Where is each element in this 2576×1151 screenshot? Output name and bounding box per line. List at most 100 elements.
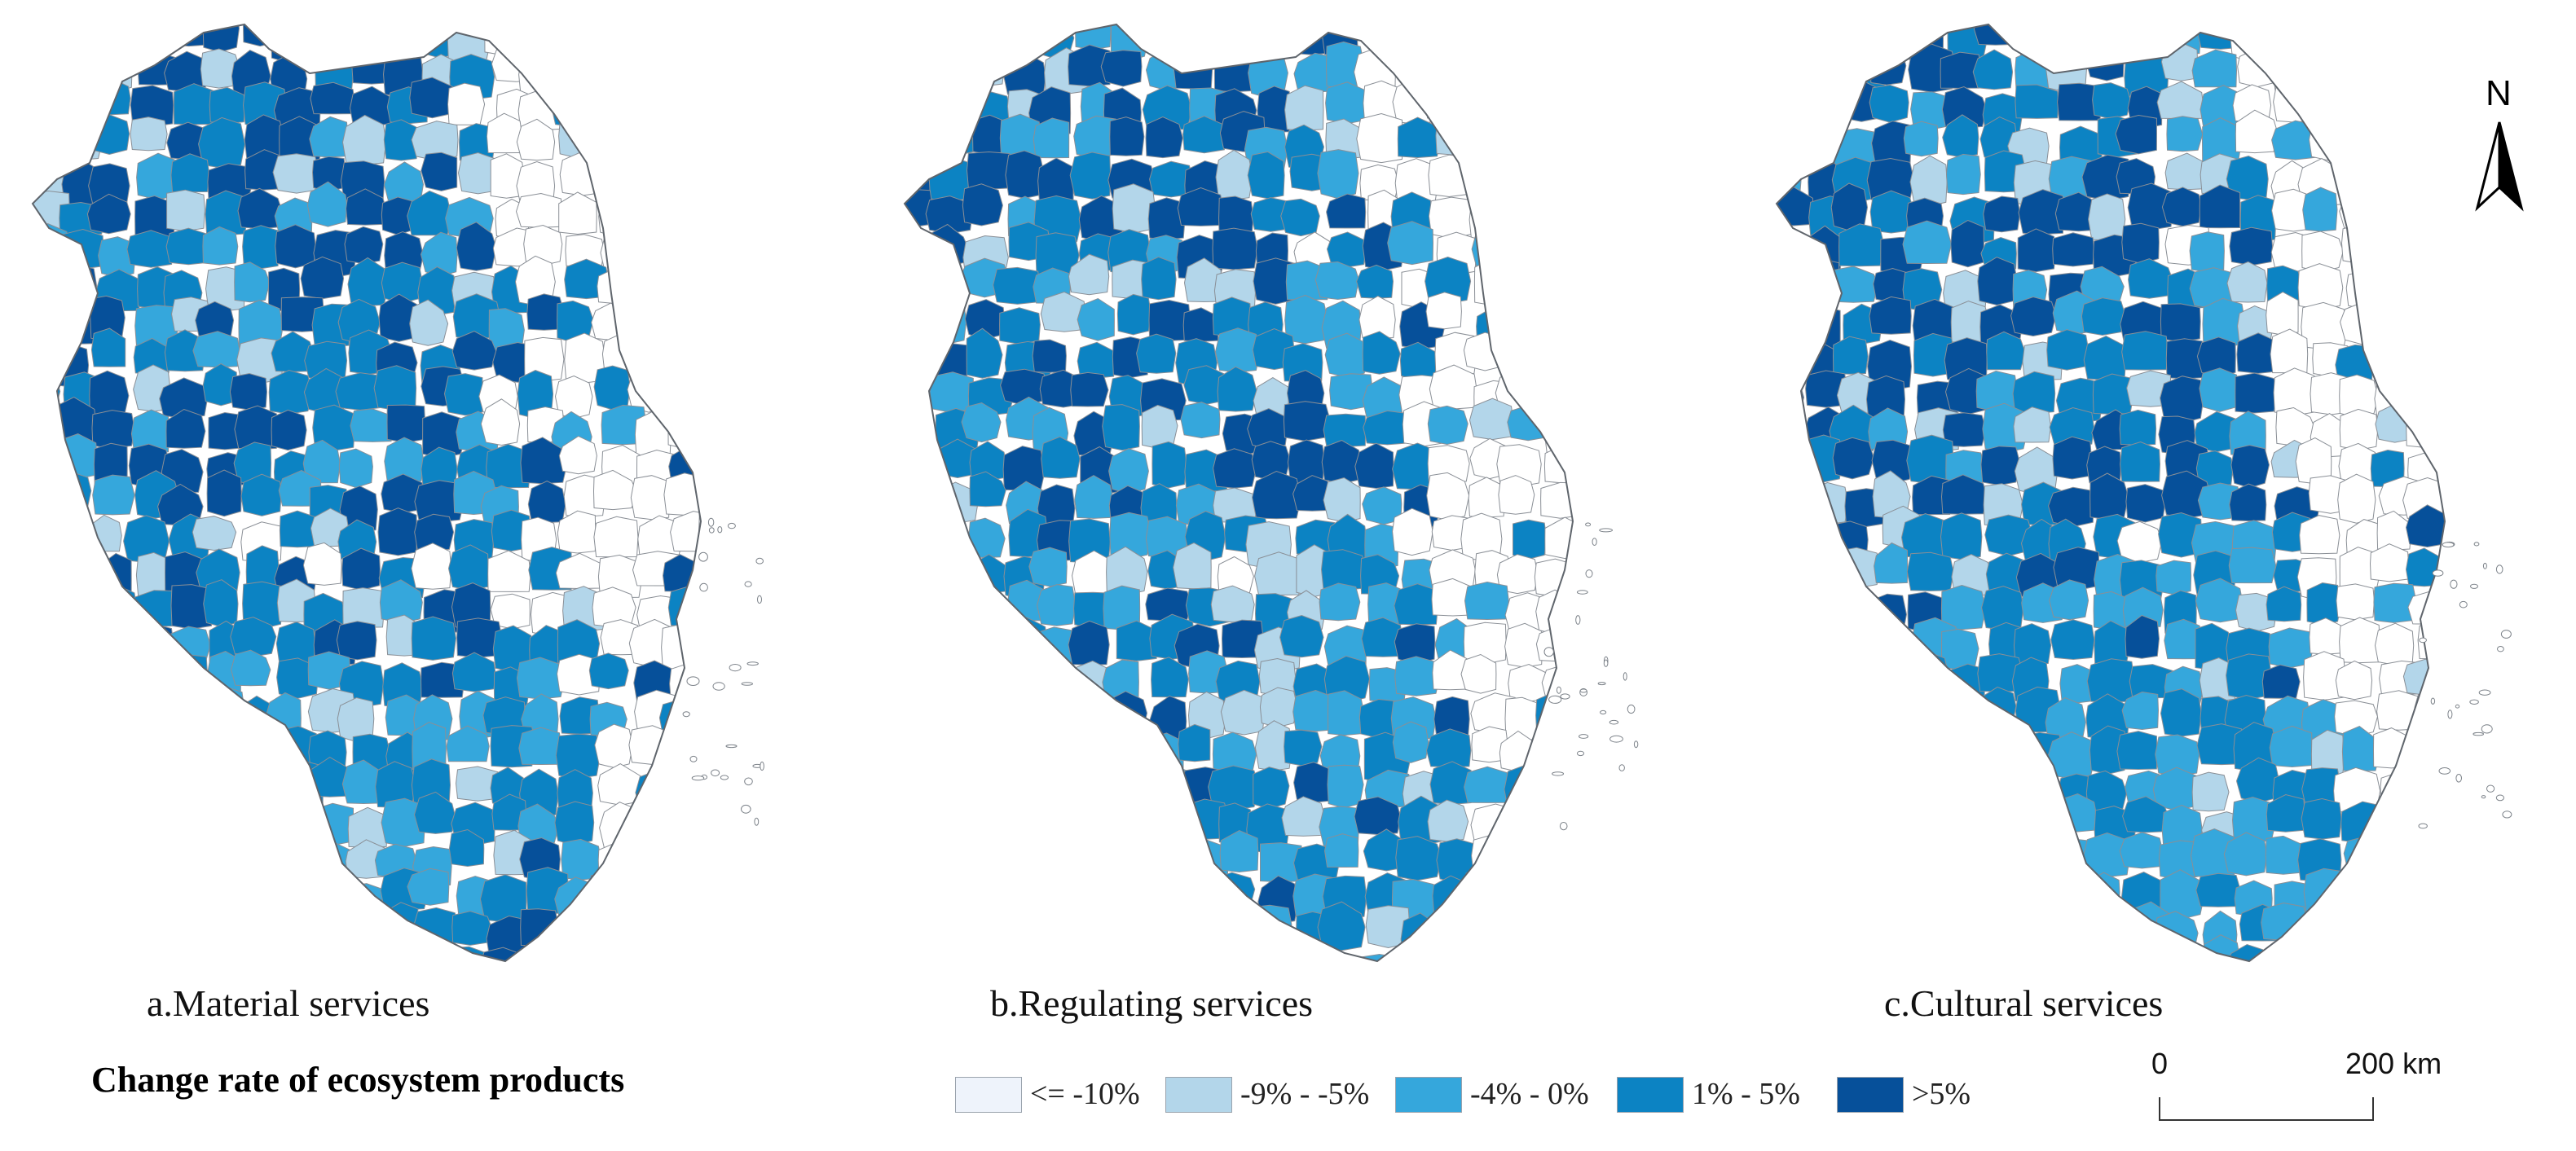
region-polygon [555, 733, 601, 780]
legend-label-2: -9% - -5% [1240, 1077, 1370, 1111]
region-polygon [1068, 253, 1110, 296]
region-polygon [2441, 439, 2445, 486]
region-polygon [1040, 291, 1086, 332]
region-polygon [1532, 808, 1573, 852]
region-polygon [966, 327, 1003, 379]
region-polygon [905, 41, 942, 79]
region-mosaic [1777, 24, 2445, 961]
region-polygon [1151, 441, 1187, 489]
region-polygon [206, 469, 242, 517]
region-polygon [627, 24, 670, 62]
region-polygon [1326, 231, 1367, 268]
region-polygon [1942, 114, 1979, 158]
region-polygon [589, 901, 629, 952]
region-polygon [130, 590, 178, 627]
region-polygon [234, 405, 282, 450]
region-polygon [1535, 771, 1573, 811]
region-polygon [202, 24, 240, 53]
region-polygon [1077, 341, 1115, 379]
region-polygon [1941, 795, 1981, 838]
region-polygon [700, 86, 701, 134]
region-polygon [516, 118, 556, 161]
region-polygon [1109, 116, 1145, 156]
region-polygon [1794, 659, 1841, 704]
region-polygon [905, 939, 936, 961]
region-polygon [2339, 374, 2379, 419]
region-polygon [2366, 164, 2413, 205]
region-polygon [1032, 339, 1067, 373]
region-polygon [2155, 560, 2192, 595]
region-polygon [1983, 195, 2021, 233]
island [1576, 750, 1585, 757]
region-polygon [1080, 839, 1118, 887]
island [2432, 569, 2444, 577]
region-polygon [1145, 116, 1183, 159]
region-polygon [905, 759, 937, 801]
region-polygon [1900, 910, 1943, 946]
region-polygon [1000, 805, 1037, 848]
region-polygon [308, 802, 354, 846]
region-polygon [1426, 472, 1470, 521]
region-polygon [629, 293, 664, 338]
region-polygon [1583, 845, 1627, 884]
region-polygon [2377, 191, 2425, 237]
region-polygon [2307, 56, 2344, 97]
region-polygon [276, 657, 319, 699]
region-polygon [515, 192, 562, 228]
island [712, 682, 725, 691]
region-polygon [344, 226, 384, 265]
region-polygon [702, 442, 747, 489]
region-polygon [90, 790, 130, 832]
region-polygon [1504, 153, 1540, 193]
island [1585, 569, 1593, 578]
island [2470, 583, 2478, 589]
region-polygon [200, 767, 244, 809]
region-polygon [1068, 620, 1110, 666]
region-polygon [1507, 405, 1547, 442]
region-polygon [242, 225, 279, 270]
region-polygon [1280, 198, 1320, 237]
region-polygon [667, 296, 701, 345]
region-polygon [635, 875, 680, 917]
region-polygon [2406, 400, 2445, 449]
region-polygon [905, 375, 928, 422]
region-polygon [165, 408, 206, 449]
island [1603, 659, 1609, 667]
region-polygon [52, 810, 92, 853]
region-polygon [1867, 593, 1908, 637]
region-polygon [479, 874, 527, 923]
region-polygon [1869, 916, 1916, 954]
island [2442, 542, 2455, 548]
region-polygon [268, 369, 313, 415]
region-polygon [236, 879, 281, 923]
region-polygon [1777, 837, 1805, 880]
region-polygon [1463, 24, 1509, 45]
region-polygon [156, 799, 201, 844]
region-polygon [411, 121, 459, 161]
region-polygon [1136, 333, 1177, 374]
region-polygon [998, 943, 1045, 961]
region-polygon [240, 473, 282, 516]
region-polygon [633, 837, 679, 874]
region-polygon [1578, 803, 1616, 842]
region-polygon [59, 829, 103, 869]
region-polygon [905, 912, 932, 956]
region-polygon [2405, 293, 2445, 333]
region-polygon [700, 590, 701, 630]
region-polygon [1436, 838, 1477, 883]
region-polygon [266, 802, 310, 854]
region-polygon [1070, 371, 1109, 407]
island [1597, 682, 1606, 686]
region-polygon [1319, 582, 1361, 622]
region-polygon [698, 257, 701, 302]
region-polygon [705, 733, 750, 775]
region-polygon [312, 404, 355, 451]
region-polygon [905, 340, 935, 389]
region-polygon [1173, 542, 1212, 590]
region-polygon [2018, 189, 2065, 235]
region-polygon [2230, 24, 2275, 62]
region-polygon [1178, 723, 1211, 762]
region-polygon [1777, 799, 1803, 841]
